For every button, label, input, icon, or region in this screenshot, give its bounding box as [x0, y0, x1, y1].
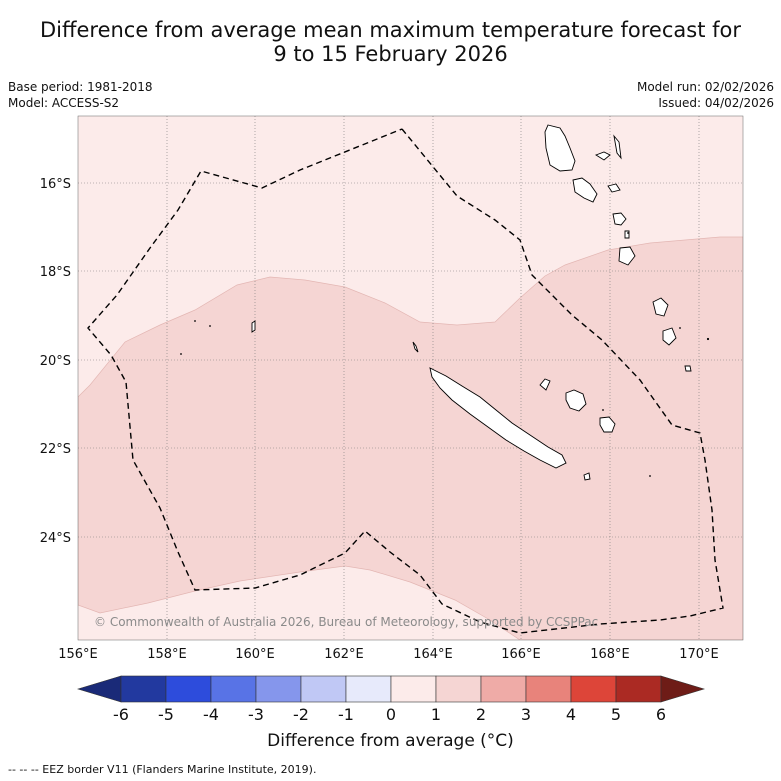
colorbar-tick: 5 — [611, 705, 621, 724]
walpole-islet — [684, 365, 692, 372]
colorbar-segment — [390, 675, 437, 703]
tanna — [624, 230, 630, 239]
title-line-1: Difference from average mean maximum tem… — [40, 18, 741, 42]
colorbar-tick: -6 — [113, 705, 129, 724]
region-one-to-two — [78, 236, 743, 640]
ambrym — [607, 183, 621, 193]
model-run: Model run: 02/02/2026 — [636, 80, 774, 94]
efate — [612, 212, 627, 226]
model-name: Model: ACCESS-S2 — [8, 96, 120, 110]
colorbar-under-arrow — [76, 675, 122, 703]
colorbar-segment — [210, 675, 257, 703]
lon-tick-156e: 156°E — [58, 647, 98, 662]
colorbar-tick: 4 — [566, 705, 576, 724]
lifou — [565, 389, 587, 412]
chesterfield-islet — [251, 320, 256, 333]
colorbar-segment — [345, 675, 392, 703]
small-islets — [180, 232, 710, 477]
erromango — [618, 246, 636, 266]
colorbar-tick: 3 — [521, 705, 531, 724]
maewo-pentecost — [613, 134, 622, 160]
colorbar-tick: -3 — [248, 705, 264, 724]
eez-border — [87, 128, 724, 634]
lat-tick-20s: 20°S — [40, 354, 71, 369]
base-period: Base period: 1981-2018 — [8, 80, 153, 94]
loyalty-east-islet-1 — [652, 297, 669, 317]
colorbar-label: Difference from average (°C) — [267, 731, 514, 751]
eez-legend: -- -- -- EEZ border V11 (Flanders Marine… — [8, 763, 317, 776]
lon-tick-170e: 170°E — [679, 647, 719, 662]
lon-tick-160e: 160°E — [235, 647, 275, 662]
title-line-2: 9 to 15 February 2026 — [273, 42, 508, 66]
map-frame — [77, 115, 744, 641]
copyright-notice: © Commonwealth of Australia 2026, Bureau… — [94, 615, 598, 629]
ambae — [594, 151, 611, 161]
colorbar-segment — [165, 675, 212, 703]
colorbar-tick: 2 — [476, 705, 486, 724]
lon-tick-162e: 162°E — [324, 647, 364, 662]
meta-right: Model run: 02/02/2026 Issued: 04/02/2026 — [637, 79, 774, 111]
colorbar-tick: -4 — [203, 705, 219, 724]
latitude-ticks: 16°S 18°S 20°S 22°S 24°S — [40, 177, 71, 546]
colorbar-segment — [255, 675, 302, 703]
isle-of-pines — [583, 472, 591, 481]
malekula — [572, 177, 598, 203]
lat-tick-18s: 18°S — [40, 265, 71, 280]
colorbar-over-arrow — [660, 675, 706, 703]
colorbar-tick: -1 — [338, 705, 354, 724]
lat-tick-24s: 24°S — [40, 531, 71, 546]
new-caledonia-grande-terre — [429, 367, 567, 469]
colorbar-tick: -5 — [158, 705, 174, 724]
colorbar-segment — [120, 675, 167, 703]
colorbar-segment — [480, 675, 527, 703]
colorbar-tick: -2 — [293, 705, 309, 724]
colorbar-segment — [525, 675, 572, 703]
colorbar-segment — [615, 675, 662, 703]
longitude-ticks: 156°E 158°E 160°E 162°E 164°E 166°E 168°… — [58, 647, 719, 662]
lon-tick-168e: 168°E — [590, 647, 630, 662]
coastlines — [251, 124, 692, 481]
map-title: Difference from average mean maximum tem… — [0, 18, 781, 66]
belep-islands — [412, 341, 419, 353]
ouvea — [539, 378, 551, 391]
colorbar-tick: 0 — [386, 705, 396, 724]
colorbar-segment — [300, 675, 347, 703]
colorbar-tick: 6 — [656, 705, 666, 724]
lon-tick-158e: 158°E — [147, 647, 187, 662]
lat-tick-16s: 16°S — [40, 177, 71, 192]
issued-date: Issued: 04/02/2026 — [658, 96, 774, 110]
lon-tick-166e: 166°E — [501, 647, 541, 662]
lat-tick-22s: 22°S — [40, 442, 71, 457]
colorbar-segment — [570, 675, 617, 703]
espiritu-santo — [544, 124, 576, 172]
colorbar-segment — [435, 675, 482, 703]
colorbar: -6 -5 -4 -3 -2 -1 0 1 2 3 4 5 6 — [76, 675, 706, 724]
mare — [599, 416, 616, 433]
lon-tick-164e: 164°E — [413, 647, 453, 662]
colorbar-ticks: -6 -5 -4 -3 -2 -1 0 1 2 3 4 5 6 — [113, 705, 666, 724]
loyalty-east-islet-2 — [662, 327, 677, 346]
colorbar-tick: 1 — [431, 705, 441, 724]
meta-left: Base period: 1981-2018 Model: ACCESS-S2 — [8, 79, 153, 111]
